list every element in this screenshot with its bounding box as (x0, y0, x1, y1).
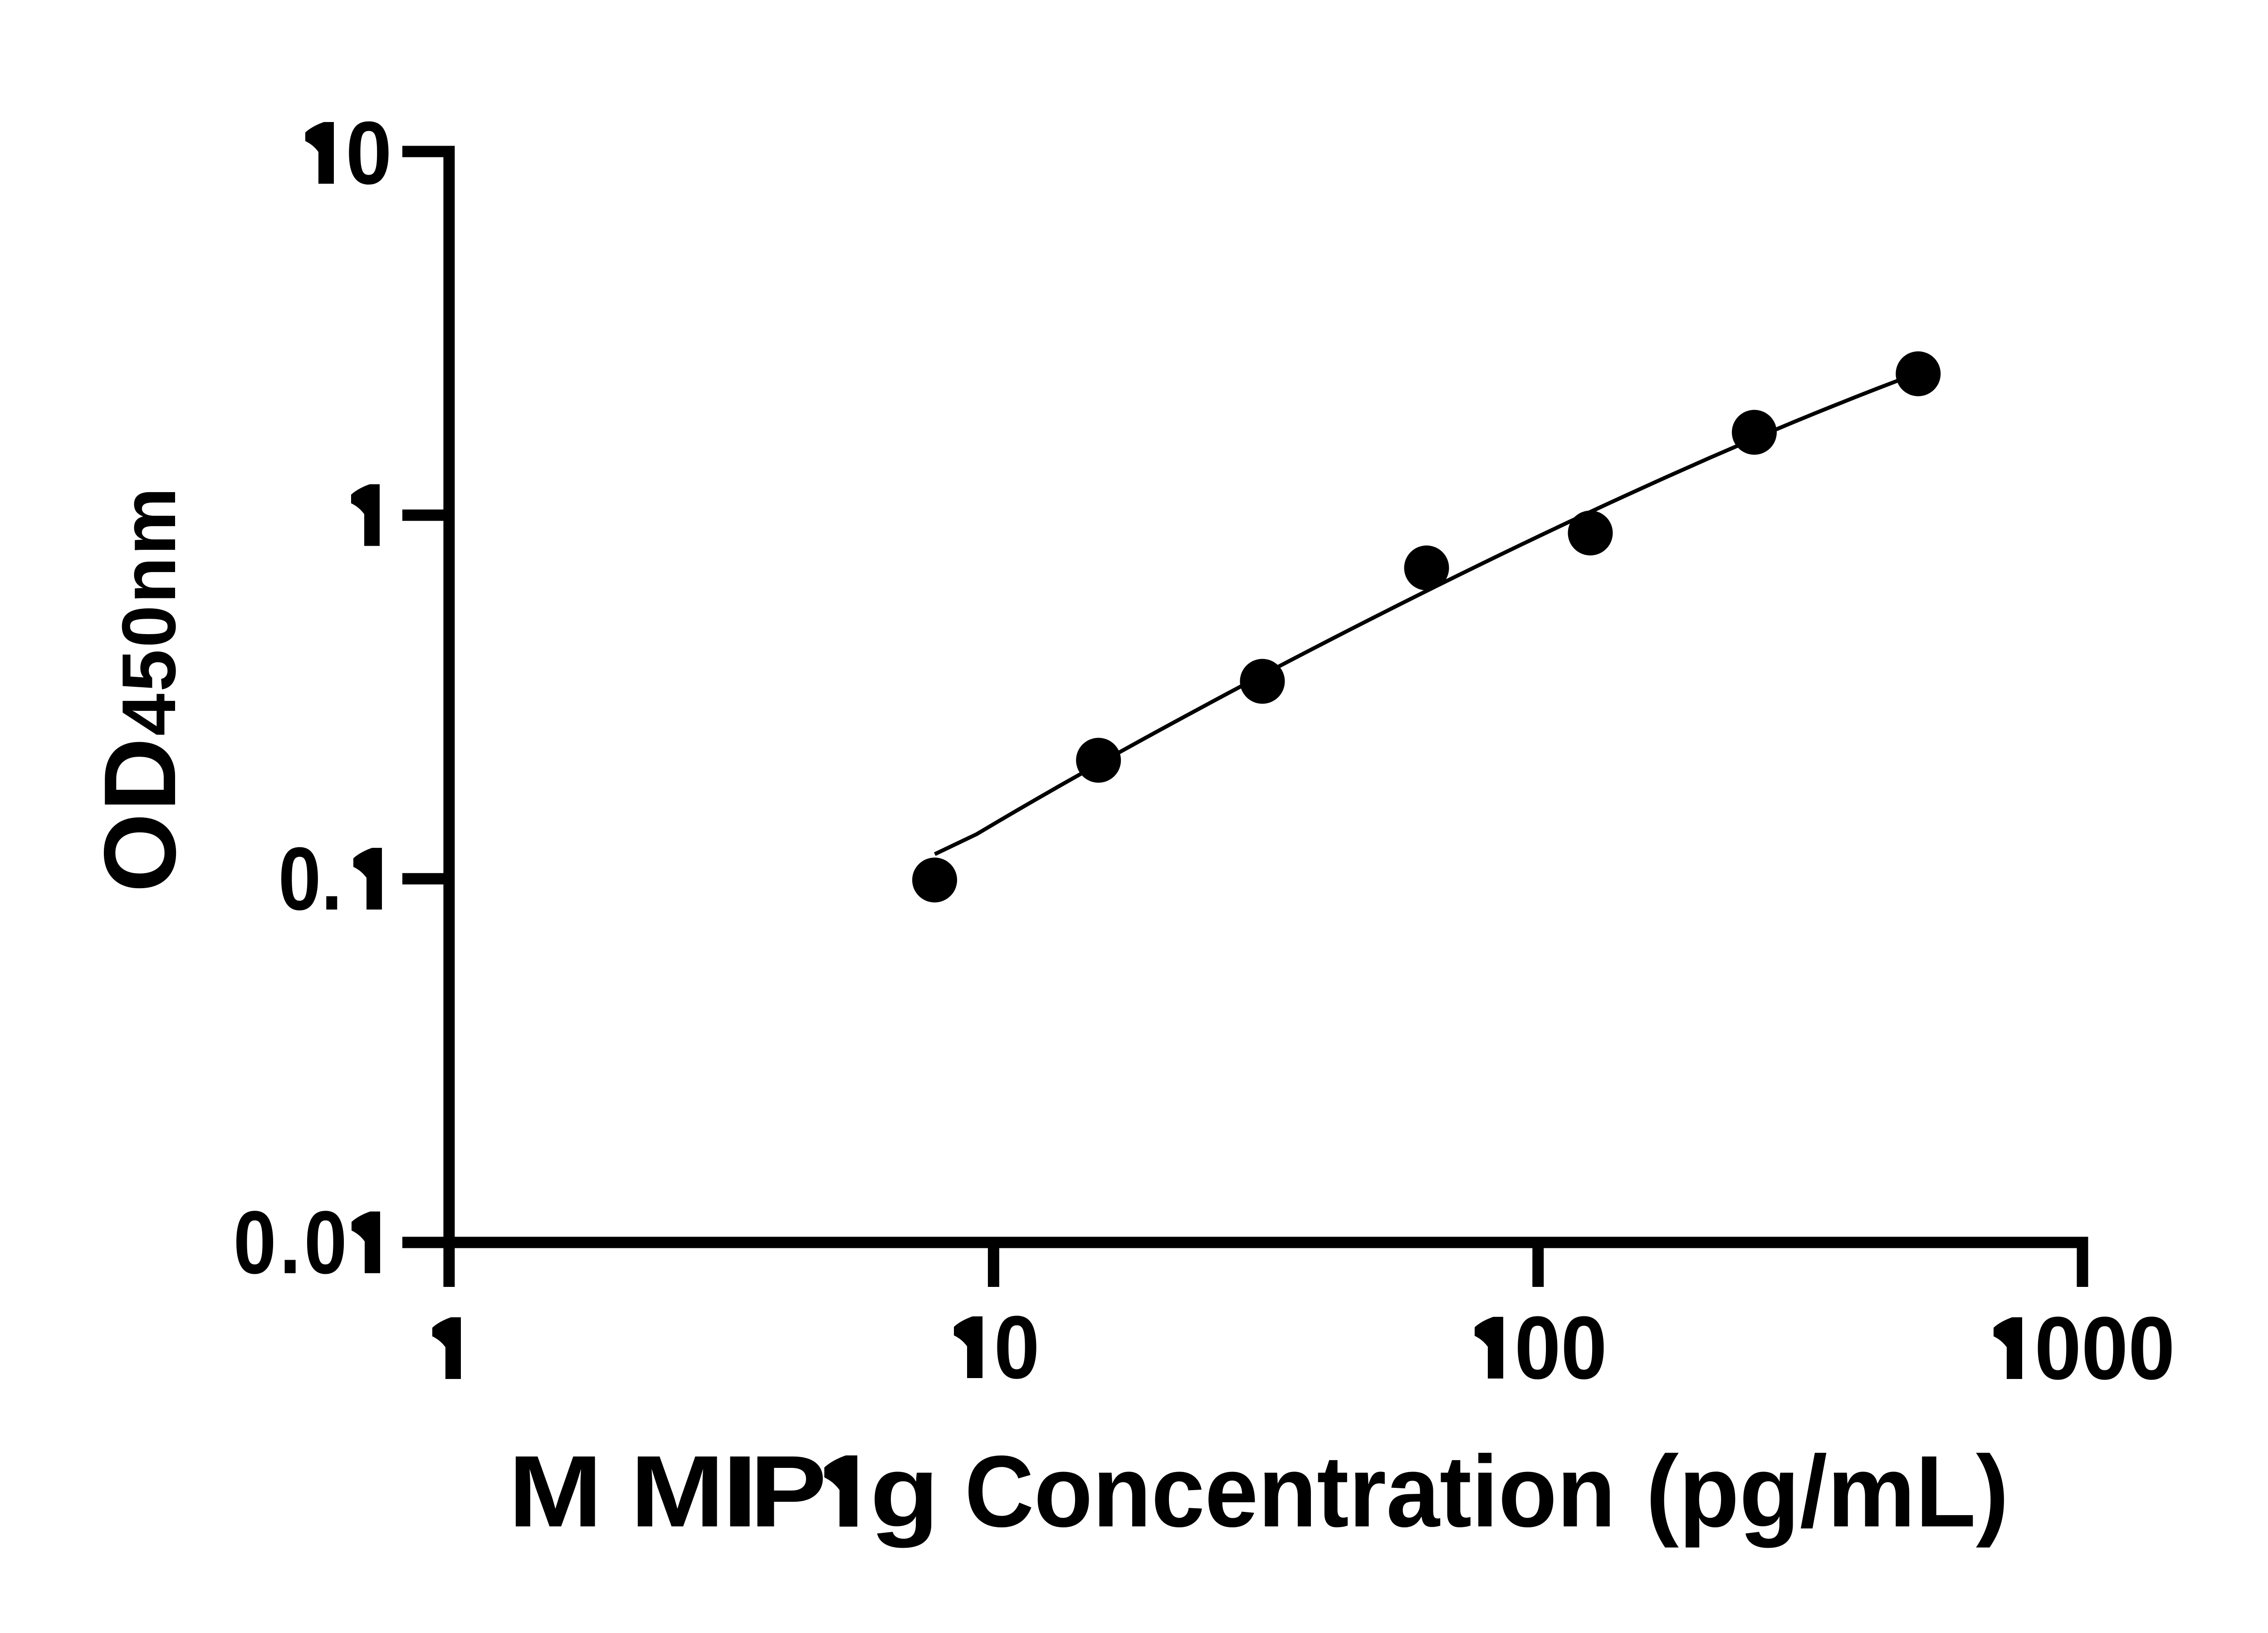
svg-text:M: M (508, 1435, 602, 1548)
svg-text:(pg/mL): (pg/mL) (1646, 1434, 2009, 1548)
svg-text:0.: 0. (278, 829, 342, 929)
svg-text:000: 000 (2034, 1298, 2175, 1398)
svg-text:M: M (630, 1435, 724, 1548)
svg-text:0.0: 0.0 (233, 1193, 350, 1292)
svg-text:P: P (750, 1434, 827, 1548)
svg-text:I: I (721, 1434, 759, 1548)
svg-text:g: g (870, 1435, 939, 1548)
svg-text:0: 0 (346, 103, 392, 203)
svg-text:OD450nm: OD450nm (83, 488, 197, 893)
svg-text:Concentration: Concentration (964, 1435, 1615, 1549)
svg-text:0: 0 (994, 1298, 1040, 1398)
svg-text:00: 00 (1515, 1298, 1607, 1398)
